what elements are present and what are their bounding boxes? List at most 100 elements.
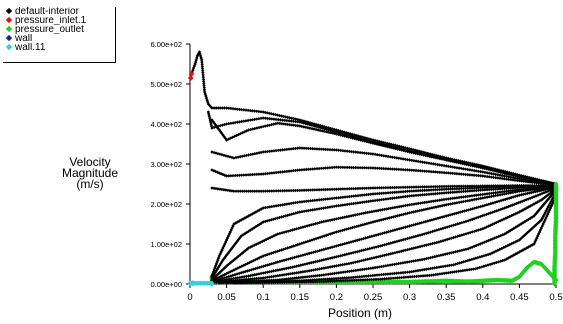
default-interior-point (487, 195, 491, 199)
default-interior-point (250, 109, 255, 113)
default-interior-point (476, 169, 481, 173)
default-interior-point (431, 199, 435, 203)
default-interior-point (446, 202, 451, 207)
default-interior-point (231, 121, 235, 125)
default-interior-point (496, 193, 500, 197)
default-interior-point (431, 170, 435, 174)
default-interior-point (200, 60, 204, 64)
default-interior-point (431, 184, 435, 189)
legend-entry-pressure-inlet: pressure_inlet.1 (3, 16, 115, 25)
default-interior-point (425, 200, 429, 204)
default-interior-point (446, 171, 451, 175)
default-interior-point (513, 186, 517, 190)
legend-marker-icon (5, 7, 13, 15)
default-interior-point (416, 193, 420, 197)
default-interior-point (242, 275, 246, 279)
default-interior-point (386, 206, 391, 211)
default-interior-point (283, 169, 287, 174)
default-interior-point (399, 156, 403, 161)
default-interior-point (236, 189, 240, 193)
default-interior-point (369, 166, 373, 170)
default-interior-point (267, 171, 272, 175)
default-interior-point (214, 106, 218, 110)
default-interior-point (354, 201, 358, 205)
default-interior-point (384, 154, 388, 158)
default-interior-point (524, 179, 528, 184)
default-interior-point (513, 178, 517, 182)
default-interior-point (210, 106, 214, 110)
default-interior-point (364, 151, 369, 155)
default-interior-point (435, 184, 440, 189)
default-interior-point (405, 194, 410, 198)
default-interior-point (293, 168, 298, 173)
default-interior-point (255, 109, 259, 113)
default-interior-point (286, 122, 290, 127)
y-tick-label: 3.00e+02 (151, 160, 183, 169)
default-interior-point (244, 274, 249, 279)
default-interior-point (496, 187, 500, 191)
default-interior-point (201, 71, 205, 75)
default-interior-point (278, 170, 283, 174)
y-tick-label: 5.00e+02 (151, 80, 183, 89)
legend-label: default-interior (15, 7, 79, 16)
default-interior-point (399, 167, 403, 172)
default-interior-point (364, 200, 369, 204)
default-interior-point (502, 177, 507, 181)
default-interior-point (435, 187, 440, 192)
default-interior-point (466, 194, 470, 199)
default-interior-point (230, 189, 234, 193)
legend-entry-wall-11: wall.11 (3, 43, 115, 52)
default-interior-point (524, 176, 528, 180)
default-interior-point (532, 180, 537, 185)
default-interior-point (248, 108, 252, 113)
default-interior-point (229, 106, 233, 111)
default-interior-point (390, 190, 395, 195)
default-interior-point (390, 185, 395, 190)
default-interior-point (293, 146, 298, 151)
default-interior-point (212, 106, 216, 110)
default-interior-point (446, 197, 451, 201)
default-interior-point (420, 185, 425, 189)
default-interior-point (487, 185, 491, 190)
default-interior-point (515, 176, 519, 181)
y-tick-label: 6.00e+02 (151, 40, 183, 49)
default-interior-point (506, 186, 511, 191)
default-interior-point (450, 187, 455, 191)
default-interior-point (515, 186, 519, 190)
default-interior-point (313, 198, 317, 203)
default-interior-point (233, 107, 237, 111)
default-interior-point (450, 196, 455, 201)
default-interior-point (455, 187, 459, 191)
default-interior-point (502, 189, 507, 194)
legend-label: wall.11 (15, 43, 46, 52)
default-interior-point (231, 107, 235, 111)
legend-label: wall (15, 34, 33, 43)
default-interior-point (511, 186, 515, 190)
legend-marker-icon (5, 43, 13, 51)
default-interior-point (323, 187, 328, 192)
default-interior-point (517, 177, 522, 181)
default-interior-point (375, 191, 380, 196)
default-interior-point (354, 194, 358, 198)
default-interior-point (390, 167, 395, 171)
default-interior-point (394, 185, 399, 190)
default-interior-point (522, 175, 526, 180)
default-interior-point (526, 188, 530, 192)
default-interior-point (354, 165, 358, 170)
default-interior-point (506, 189, 511, 193)
default-interior-point (354, 186, 358, 191)
default-interior-point (349, 149, 354, 154)
default-interior-point (496, 185, 500, 189)
default-interior-point (293, 188, 298, 193)
default-interior-point (298, 188, 302, 193)
default-interior-point (272, 204, 276, 208)
default-interior-point (227, 106, 231, 110)
default-interior-point (334, 196, 339, 200)
default-interior-point (506, 175, 511, 179)
default-interior-point (323, 197, 328, 201)
default-interior-point (416, 189, 420, 193)
default-interior-point (506, 191, 511, 195)
default-interior-point (446, 190, 451, 195)
default-interior-point (487, 187, 491, 192)
default-interior-point (334, 148, 339, 152)
